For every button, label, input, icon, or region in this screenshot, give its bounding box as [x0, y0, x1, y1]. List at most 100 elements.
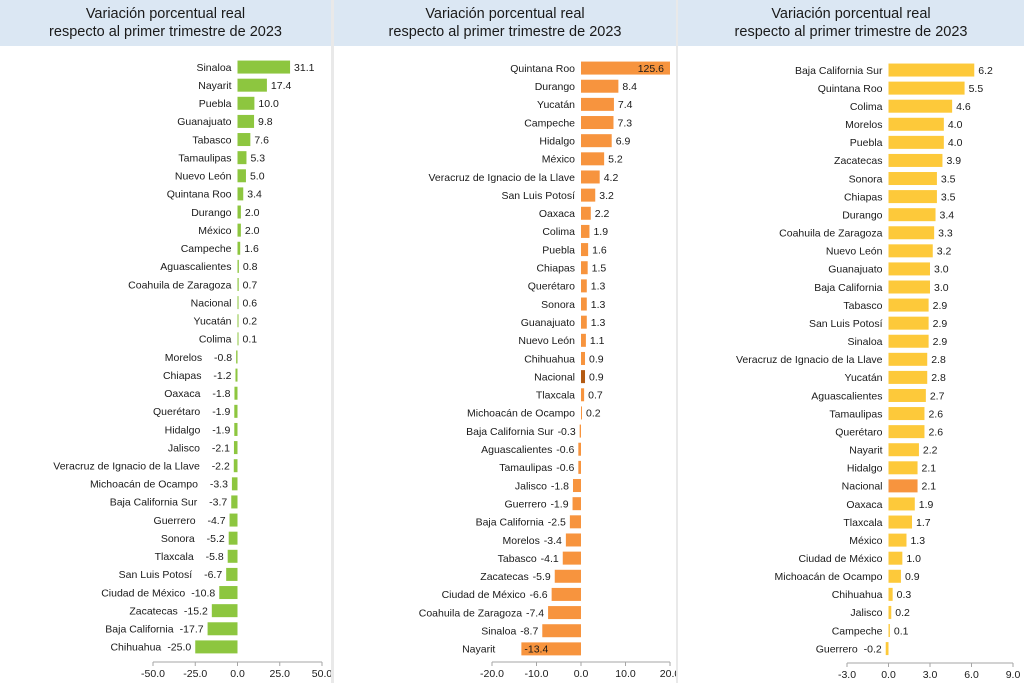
- bar: [581, 279, 587, 293]
- category-label: Hidalgo: [539, 135, 575, 147]
- bar: [888, 515, 913, 529]
- x-tick-label: -20.0: [480, 668, 504, 680]
- bar: [888, 190, 937, 204]
- bar: [548, 606, 581, 620]
- value-label: 3.0: [934, 264, 949, 276]
- value-label: -1.9: [550, 498, 568, 510]
- category-label: Baja California Sur: [110, 497, 198, 509]
- value-label: -1.2: [213, 370, 231, 382]
- chart-panel-3: Variación porcentual real respecto al pr…: [678, 0, 1024, 683]
- value-label: 0.2: [895, 607, 910, 619]
- bar: [581, 261, 588, 275]
- category-label: Aguascalientes: [811, 390, 882, 402]
- value-label: 3.5: [941, 191, 956, 203]
- value-label: 1.7: [916, 517, 931, 529]
- category-label: Yucatán: [537, 99, 575, 111]
- category-label: Coahuila de Zaragoza: [419, 607, 522, 619]
- x-tick-label: 25.0: [270, 668, 291, 680]
- bar: [888, 244, 933, 258]
- bar: [237, 259, 239, 273]
- bar: [219, 586, 238, 600]
- bar: [237, 332, 239, 346]
- value-label: -1.8: [551, 480, 569, 492]
- bar: [211, 604, 238, 618]
- bar: [888, 99, 953, 113]
- bar: [235, 368, 238, 382]
- chart-panel-1: Variación porcentual real respecto al pr…: [0, 0, 331, 683]
- category-label: Nuevo León: [826, 246, 883, 258]
- category-label: Chiapas: [844, 191, 883, 203]
- category-label: Chiapas: [536, 263, 575, 275]
- value-label: 0.7: [588, 390, 603, 402]
- category-label: Querétaro: [528, 281, 575, 293]
- category-label: Puebla: [542, 244, 575, 256]
- value-label: -6.6: [530, 589, 548, 601]
- x-tick-label: 50.0: [312, 668, 331, 680]
- value-label: 2.9: [933, 336, 948, 348]
- bar: [237, 60, 291, 74]
- value-label: 6.2: [978, 65, 993, 77]
- value-label: -1.9: [212, 406, 230, 418]
- x-tick-label: 6.0: [964, 669, 979, 681]
- value-label: -0.3: [558, 426, 576, 438]
- bar-chart-2: Quintana Roo 125.6 Durango 8.4 Yucatán 7.4 Cam…: [419, 61, 676, 680]
- x-tick-label: 0.0: [881, 669, 896, 681]
- category-label: Tabasco: [498, 553, 537, 565]
- bar: [236, 350, 238, 364]
- bar: [888, 280, 930, 294]
- bar-chart-3: Baja California Sur 6.2 Quintana Roo 5.5 Col…: [736, 63, 1020, 681]
- x-tick-label: -25.0: [183, 668, 207, 680]
- category-label: Sinaloa: [847, 336, 882, 348]
- value-label: 2.0: [245, 207, 260, 219]
- value-label: 31.1: [294, 62, 315, 74]
- category-label: Guanajuato: [521, 317, 575, 329]
- bar: [888, 388, 926, 402]
- value-label: -0.2: [864, 643, 882, 655]
- bar: [888, 425, 925, 439]
- category-label: Puebla: [199, 98, 232, 110]
- x-tick-label: 3.0: [923, 669, 938, 681]
- category-label: Ciudad de México: [101, 587, 185, 599]
- bar: [581, 315, 587, 329]
- bar: [237, 223, 241, 237]
- value-label: 9.8: [258, 116, 273, 128]
- value-label: -2.2: [212, 461, 230, 473]
- category-label: Nacional: [534, 371, 575, 383]
- bar: [551, 587, 581, 601]
- category-label: Campeche: [524, 117, 575, 129]
- category-label: Oaxaca: [164, 388, 200, 400]
- value-label: -3.7: [209, 497, 227, 509]
- category-label: Baja California: [476, 517, 544, 529]
- value-label: 1.6: [244, 243, 259, 255]
- bar: [237, 151, 247, 165]
- bar: [231, 495, 238, 509]
- value-label: 125.6: [638, 63, 664, 75]
- bar: [581, 388, 585, 402]
- bar: [565, 533, 581, 547]
- bar: [521, 642, 581, 656]
- chart-title-line-1: Variación porcentual real: [425, 6, 585, 22]
- value-label: 3.2: [937, 246, 952, 258]
- value-label: -17.7: [180, 624, 204, 636]
- value-label: 4.0: [948, 119, 963, 131]
- category-label: Morelos: [165, 352, 202, 364]
- category-label: Michoacán de Ocampo: [467, 408, 575, 420]
- value-label: -1.9: [212, 424, 230, 436]
- category-label: Hidalgo: [165, 424, 201, 436]
- value-label: 5.3: [250, 152, 265, 164]
- value-label: 3.9: [946, 155, 961, 167]
- category-label: Quintana Roo: [818, 83, 883, 95]
- bar: [888, 370, 928, 384]
- category-label: Guerrero: [816, 643, 858, 655]
- category-label: San Luis Potosí: [119, 569, 193, 581]
- bar: [237, 241, 241, 255]
- bar: [195, 640, 238, 654]
- value-label: 0.9: [589, 371, 604, 383]
- value-label: -15.2: [184, 605, 208, 617]
- bar: [888, 135, 944, 149]
- value-label: -13.4: [524, 644, 548, 656]
- value-label: 7.4: [618, 99, 633, 111]
- bar: [888, 172, 937, 186]
- bar: [572, 497, 581, 511]
- x-tick-label: -10.0: [525, 668, 549, 680]
